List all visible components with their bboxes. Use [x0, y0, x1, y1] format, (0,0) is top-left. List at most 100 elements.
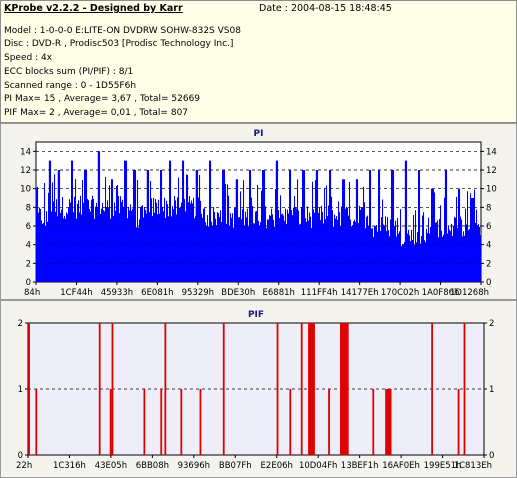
- pi-bar: [282, 213, 284, 282]
- pi-bar: [165, 218, 167, 282]
- pi-bar: [338, 201, 340, 282]
- pi-bar: [353, 221, 355, 282]
- pi-bar: [243, 180, 245, 282]
- pi-bar: [193, 197, 195, 282]
- pi-bar: [427, 233, 429, 282]
- pi-bar: [383, 224, 385, 282]
- pi-bar: [325, 219, 327, 282]
- pi-bar: [118, 196, 120, 282]
- pi-bar: [192, 203, 194, 282]
- pi-bar: [348, 215, 350, 282]
- pi-bar: [87, 198, 89, 282]
- pif-xtick-label: 93696h: [178, 461, 210, 471]
- pif-spike: [28, 323, 30, 455]
- pi-bar: [270, 215, 272, 282]
- pi-bar: [96, 203, 98, 282]
- pi-bar: [422, 215, 424, 282]
- pi-bar: [402, 244, 404, 282]
- pi-bar: [461, 219, 463, 282]
- pif-spike: [300, 323, 303, 455]
- pi-bar: [151, 198, 153, 282]
- pif-spike: [344, 323, 346, 455]
- pi-bar: [83, 202, 85, 282]
- pi-ytick-label-left: 10: [20, 185, 31, 195]
- pi-bar: [241, 219, 243, 282]
- pi-bar: [179, 207, 181, 282]
- pif-spike: [340, 323, 342, 455]
- pi-bar: [269, 214, 271, 282]
- pif-spike: [143, 389, 146, 455]
- pif-chart-panel: PIF 0 0 1 1 2 2 22h 1C316h 43E05h 6BB08h 93696h BB07…: [0, 300, 517, 478]
- pi-bar: [389, 236, 391, 282]
- pi-bar: [99, 151, 101, 282]
- pi-bar: [233, 227, 235, 282]
- pi-bar: [352, 225, 354, 282]
- pi-bar: [200, 200, 202, 282]
- pi-bar: [400, 209, 402, 282]
- pi-bar: [197, 170, 199, 282]
- pi-bar: [135, 170, 137, 282]
- pi-bar: [397, 218, 399, 282]
- pi-bar: [104, 211, 106, 282]
- pi-bar: [469, 228, 471, 282]
- pi-bar: [103, 210, 105, 282]
- pif-ytick-label-left: 2: [18, 319, 23, 329]
- pi-bar: [123, 206, 125, 282]
- pi-bar: [278, 210, 280, 282]
- pi-bar: [36, 188, 38, 282]
- pi-bar: [335, 218, 337, 282]
- scan-date: Date : 2004-08-15 18:48:45: [259, 3, 392, 14]
- pif-spike: [109, 389, 112, 455]
- pi-bar: [370, 170, 372, 282]
- pi-bar: [154, 212, 156, 282]
- pi-xtick-label: 95329h: [182, 288, 214, 298]
- pi-bar: [310, 216, 312, 282]
- pi-bar: [404, 242, 406, 282]
- pi-bar: [315, 180, 317, 282]
- speed-line: Speed : 4x: [4, 53, 53, 63]
- pi-bar: [91, 199, 93, 282]
- pif-ytick-label-right: 2: [489, 319, 494, 329]
- pi-bar: [227, 184, 229, 282]
- pi-bar: [180, 206, 182, 282]
- pif-spike: [98, 323, 101, 455]
- pi-bar: [351, 226, 353, 282]
- pif-spike: [180, 389, 183, 455]
- pi-bar: [101, 208, 103, 282]
- pi-bar: [448, 225, 450, 282]
- pif-spike: [345, 323, 348, 455]
- pi-bar: [263, 170, 265, 282]
- pi-bar: [271, 208, 273, 282]
- pi-bar: [368, 225, 370, 282]
- pi-bar: [410, 241, 412, 282]
- pif-xtick-label: 22h: [16, 461, 32, 471]
- pi-bar: [47, 221, 49, 282]
- pi-bar: [464, 235, 466, 282]
- pi-bar: [130, 204, 132, 282]
- pif-spike: [160, 389, 163, 455]
- pi-ytick-label-right: 0: [486, 278, 491, 288]
- pi-bar: [275, 189, 277, 282]
- pi-bar: [326, 185, 328, 282]
- pi-bar: [67, 213, 69, 282]
- pi-bar: [157, 214, 159, 282]
- pi-bar: [198, 197, 200, 282]
- pi-bar: [153, 197, 155, 282]
- pi-bar: [121, 201, 123, 282]
- pi-bar: [242, 209, 244, 282]
- pi-bar: [334, 214, 336, 282]
- pi-bar: [384, 225, 386, 282]
- pi-bar: [220, 210, 222, 282]
- pi-bar: [81, 214, 83, 282]
- range-line: Scanned range : 0 - 1D55F6h: [4, 81, 137, 91]
- pi-bar: [237, 179, 239, 282]
- pi-bar: [380, 230, 382, 282]
- pi-bar: [252, 205, 254, 282]
- pif-xtick-label: BB07Fh: [219, 461, 252, 471]
- pi-bar: [72, 160, 74, 282]
- pi-bar: [183, 160, 185, 282]
- pi-bar: [420, 243, 422, 282]
- pi-bar: [63, 218, 65, 282]
- pi-bar: [57, 216, 59, 282]
- pi-bar: [336, 216, 338, 282]
